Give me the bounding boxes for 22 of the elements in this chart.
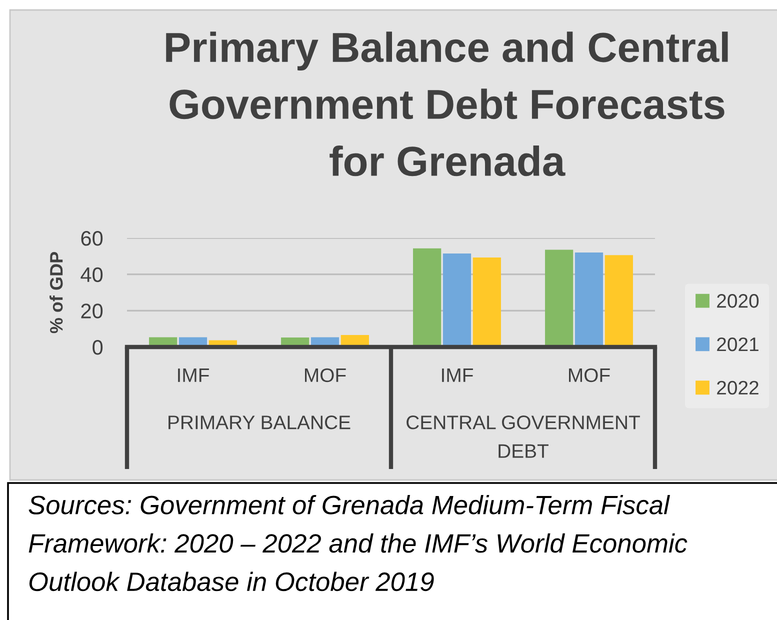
source-note: Sources: Government of Grenada Medium-Term Fiscal Framework: 2020 – 2022 and the IMF’s World Economic Outlook Database in October 2019 [28, 495, 688, 592]
legend-label: 2022 [717, 380, 758, 395]
chart-title: Primary Balance and Central Government Debt Forecasts for Grenada [166, 32, 728, 176]
legend-label: 2021 [717, 337, 758, 352]
y-tick-label: 20 [81, 304, 103, 318]
text: PRIMARY BALANCE [168, 416, 350, 430]
text: CENTRAL GOVERNMENT DEBT [406, 416, 640, 458]
bar [545, 250, 574, 347]
x-tick-label: MOF [304, 368, 346, 382]
bar [574, 252, 604, 347]
bar [472, 257, 501, 347]
y-axis-title: % of GDP [50, 252, 63, 334]
bar [442, 253, 472, 347]
y-tick-label: 60 [81, 231, 103, 246]
x-tick-label: IMF [178, 368, 209, 382]
legend-label: 2020 [717, 294, 759, 308]
x-tick-label: IMF [442, 368, 473, 382]
y-tick-label: 0 [92, 340, 103, 355]
x-tick-label: MOF [568, 368, 610, 382]
bar [413, 248, 442, 347]
bar [604, 255, 633, 347]
y-tick-label: 40 [80, 267, 103, 282]
